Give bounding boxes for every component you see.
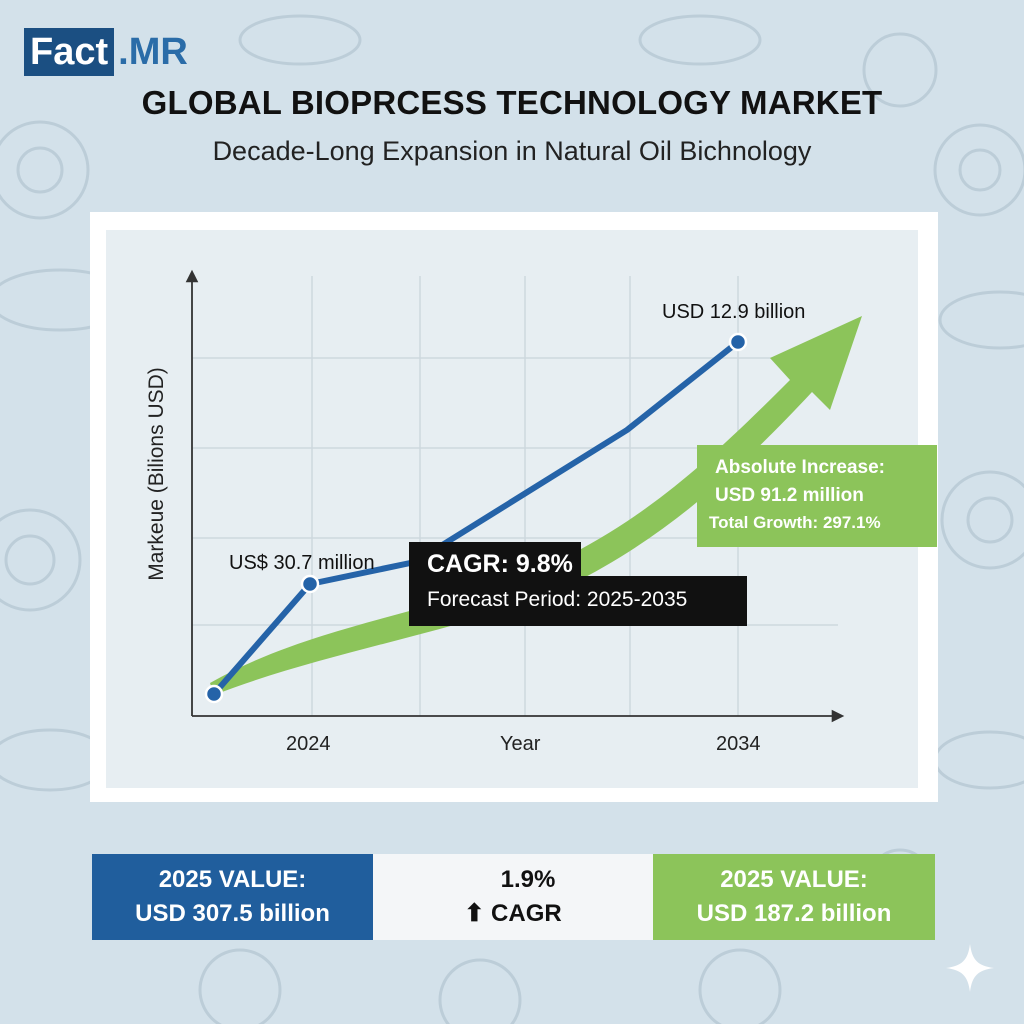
stat-left: 2025 VALUE: USD 307.5 billion: [92, 854, 373, 940]
growth-callout: Absolute Increase: USD 91.2 million Tota…: [697, 445, 937, 547]
growth-callout-line2: USD 91.2 million: [715, 485, 864, 506]
stat-left-line1: 2025 VALUE:: [158, 866, 307, 893]
logo-part-fact: Fact: [24, 28, 115, 76]
cagr-callout: CAGR: 9.8% Forecast Period: 2025-2035: [409, 542, 747, 626]
growth-arrow-shape: [210, 316, 862, 695]
growth-callout-line1: Absolute Increase:: [715, 457, 885, 478]
x-axis-label: Year: [500, 733, 541, 755]
page-title: GLOBAL BIOPRCESS TECHNOLOGY MARKET: [141, 84, 883, 121]
cagr-callout-subtitle: Forecast Period: 2025-2035: [427, 588, 688, 611]
growth-callout-line3: Total Growth: 297.1%: [709, 513, 881, 532]
stat-right: 2025 VALUE: USD 187.2 billion: [653, 854, 935, 940]
x-tick-label: 2034: [716, 733, 761, 755]
stat-right-line2: USD 187.2 billion: [696, 900, 892, 927]
data-label-start: US$ 30.7 million: [229, 552, 375, 574]
stat-middle-line2: CAGR: [491, 900, 562, 927]
sparkle-icon: [946, 944, 994, 992]
cagr-callout-title: CAGR: 9.8%: [427, 550, 573, 578]
y-axis-label: Markeue (Bilions USD): [145, 367, 168, 581]
stat-middle: 1.9% ⬆ CAGR: [373, 854, 653, 940]
data-point: [300, 574, 320, 594]
stat-left-line2: USD 307.5 billion: [135, 900, 330, 927]
stat-right-line1: 2025 VALUE:: [720, 866, 868, 893]
logo-part-mr: .MR: [118, 31, 188, 73]
stat-middle-line1: 1.9%: [500, 866, 556, 893]
up-arrow-icon: ⬆: [464, 900, 485, 927]
fact-mr-logo: Fact .MR: [24, 28, 188, 76]
data-point: [728, 332, 748, 352]
x-tick-label: 2024: [286, 733, 331, 755]
data-point: [204, 684, 224, 704]
page-subtitle: Decade-Long Expansion in Natural Oil Bic…: [212, 136, 812, 166]
data-label-end: USD 12.9 billion: [662, 301, 806, 323]
